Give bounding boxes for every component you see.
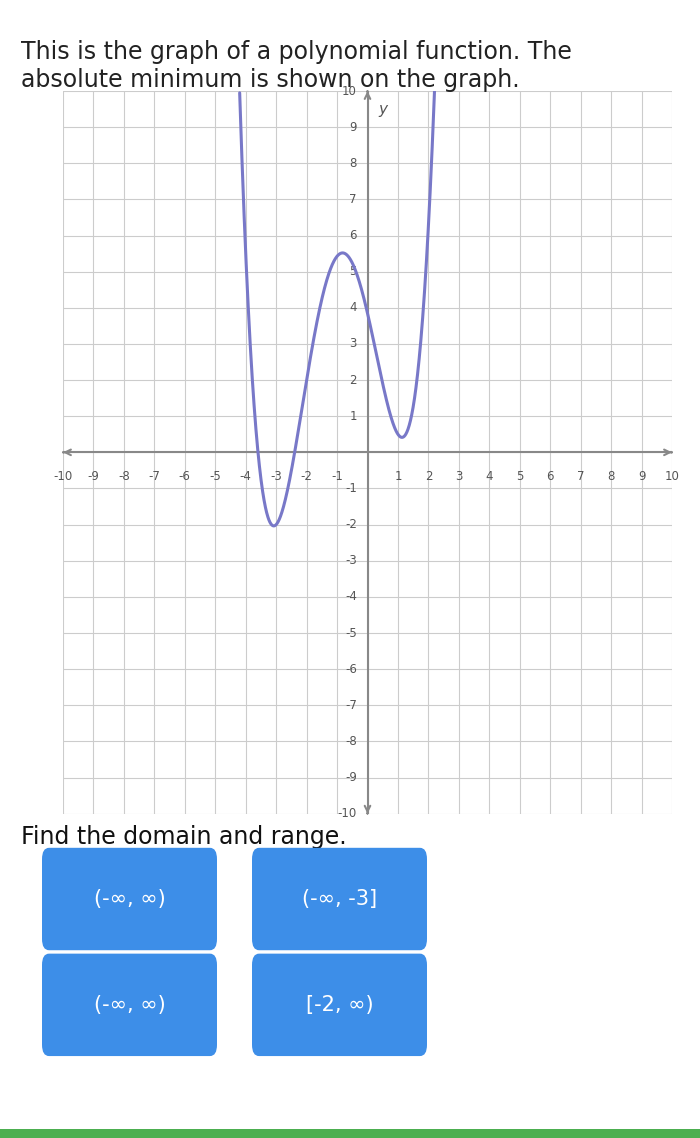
Text: -2: -2 bbox=[301, 470, 312, 484]
Text: 1: 1 bbox=[394, 470, 402, 484]
Text: -9: -9 bbox=[345, 772, 357, 784]
Text: (-∞, ∞): (-∞, ∞) bbox=[94, 889, 165, 909]
Text: [-2, ∞): [-2, ∞) bbox=[306, 995, 373, 1015]
Text: 7: 7 bbox=[349, 193, 357, 206]
Text: -8: -8 bbox=[118, 470, 130, 484]
Text: y: y bbox=[378, 102, 387, 117]
Text: 10: 10 bbox=[342, 84, 357, 98]
Text: 1: 1 bbox=[349, 410, 357, 422]
Text: -9: -9 bbox=[88, 470, 99, 484]
Text: Find the domain and range.: Find the domain and range. bbox=[21, 825, 346, 849]
Text: -10: -10 bbox=[53, 470, 73, 484]
Text: -6: -6 bbox=[345, 662, 357, 676]
Text: 3: 3 bbox=[349, 338, 357, 351]
Text: 3: 3 bbox=[455, 470, 463, 484]
Text: -5: -5 bbox=[345, 627, 357, 640]
Text: -5: -5 bbox=[209, 470, 221, 484]
Text: 6: 6 bbox=[349, 229, 357, 242]
Text: 6: 6 bbox=[547, 470, 554, 484]
Text: 9: 9 bbox=[349, 121, 357, 133]
Text: 8: 8 bbox=[608, 470, 615, 484]
Text: 8: 8 bbox=[349, 157, 357, 170]
Text: -6: -6 bbox=[179, 470, 190, 484]
Text: 7: 7 bbox=[577, 470, 584, 484]
Text: (-∞, ∞): (-∞, ∞) bbox=[94, 995, 165, 1015]
Text: (-∞, -3]: (-∞, -3] bbox=[302, 889, 377, 909]
Text: absolute minimum is shown on the graph.: absolute minimum is shown on the graph. bbox=[21, 68, 519, 92]
Text: 9: 9 bbox=[638, 470, 645, 484]
Text: 5: 5 bbox=[516, 470, 524, 484]
Text: -4: -4 bbox=[240, 470, 251, 484]
Text: -1: -1 bbox=[331, 470, 343, 484]
Text: -8: -8 bbox=[345, 735, 357, 748]
Text: -1: -1 bbox=[345, 483, 357, 495]
Text: This is the graph of a polynomial function. The: This is the graph of a polynomial functi… bbox=[21, 40, 572, 64]
Text: 2: 2 bbox=[349, 373, 357, 387]
Text: 2: 2 bbox=[425, 470, 432, 484]
Text: -4: -4 bbox=[345, 591, 357, 603]
Text: 4: 4 bbox=[486, 470, 493, 484]
Text: 4: 4 bbox=[349, 302, 357, 314]
Text: 10: 10 bbox=[664, 470, 680, 484]
Text: 5: 5 bbox=[349, 265, 357, 278]
Text: -7: -7 bbox=[345, 699, 357, 711]
Text: -10: -10 bbox=[337, 807, 357, 820]
Text: -7: -7 bbox=[148, 470, 160, 484]
Text: -3: -3 bbox=[270, 470, 282, 484]
Text: -3: -3 bbox=[345, 554, 357, 567]
Text: -2: -2 bbox=[345, 518, 357, 531]
